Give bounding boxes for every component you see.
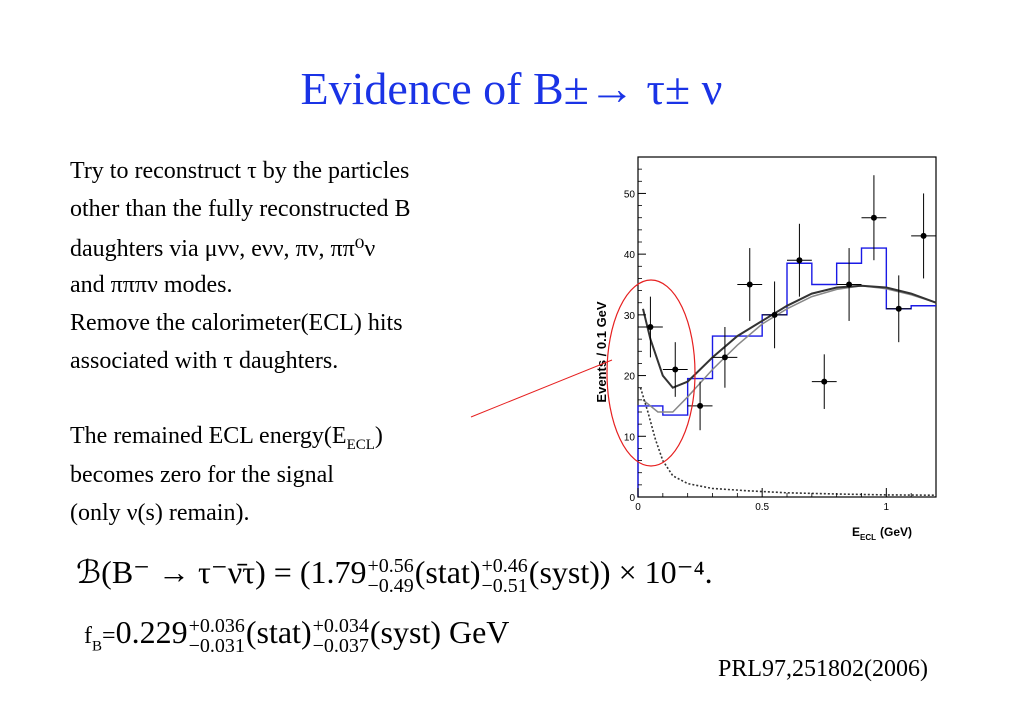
data-point [870, 214, 877, 221]
y-tick-label: 10 [624, 432, 636, 443]
x-tick-label: 0.5 [755, 502, 769, 513]
fb-eq: = [102, 623, 116, 649]
total-fit-curve [642, 284, 937, 389]
data-point [846, 281, 853, 288]
data-point [697, 402, 704, 409]
data-point [796, 257, 803, 264]
fb-prefix-sub: B [92, 638, 103, 655]
x-axis-label: EECL (GeV) [852, 525, 912, 542]
body-line: daughters via μνν, eνν, πν, ππ⁰ν [70, 236, 376, 262]
data-point [771, 311, 778, 318]
br-stat-error: +0.56 −0.49 [367, 556, 413, 596]
data-point [920, 232, 927, 239]
y-tick-label: 50 [624, 189, 636, 200]
body-line: associated with τ daughters. [70, 348, 339, 374]
fb-syst-error: +0.034 −0.037 [313, 616, 369, 656]
body-line: and πππν modes. [70, 272, 233, 298]
data-point [721, 354, 728, 361]
highlight-pointer-line [470, 359, 613, 418]
br-syst-error: +0.46 −0.51 [482, 556, 528, 596]
fb-stat-up: +0.036 [188, 614, 245, 637]
fb-stat-down: −0.031 [188, 634, 245, 657]
y-tick-label: 0 [629, 493, 635, 504]
br-lhs: ℬ(B⁻ → τ⁻ν̄τ) = (1.79 [76, 554, 367, 590]
y-tick-label: 40 [624, 250, 636, 261]
x-tick-label: 1 [884, 502, 890, 513]
plot-frame [637, 156, 937, 498]
body-line: other than the fully reconstructed B [70, 196, 411, 222]
body-line: Remove the calorimeter(ECL) hits [70, 310, 403, 336]
highlight-ellipse [606, 279, 696, 467]
fb-syst-up: +0.034 [312, 614, 369, 637]
signal-fit-curve [639, 387, 937, 496]
fb-syst-label: (syst) GeV [369, 614, 510, 650]
fb-stat-label: (stat) [245, 614, 312, 650]
fb-formula: fB=0.229 +0.036 −0.031 (stat) +0.034 −0.037 (s… [84, 614, 509, 656]
x-tick-label: 0 [635, 502, 641, 513]
body-line: becomes zero for the signal [70, 462, 334, 488]
fb-prefix: f [84, 623, 92, 649]
branching-fraction-formula: ℬ(B⁻ → τ⁻ν̄τ) = (1.79 +0.56 −0.49 (stat) +0.… [76, 553, 713, 596]
y-axis-label: Events / 0.1 GeV [594, 301, 609, 402]
data-point [821, 378, 828, 385]
reference-citation: PRL97,251802(2006) [718, 656, 928, 682]
data-point [895, 305, 902, 312]
br-stat-down: −0.49 [367, 574, 414, 597]
slide-title: Evidence of B±→ τ± ν [300, 63, 723, 114]
body-line-ecl: The remained ECL energy(EECL) [70, 423, 383, 454]
br-stat-up: +0.56 [367, 554, 414, 577]
data-point [746, 281, 753, 288]
body-line: (only ν(s) remain). [70, 500, 250, 526]
br-syst-label: (syst)) × 10⁻⁴. [528, 554, 713, 590]
fb-value: 0.229 [115, 614, 188, 650]
br-stat-label: (stat) [414, 554, 481, 590]
ecl-close: ) [374, 423, 383, 449]
fb-stat-error: +0.036 −0.031 [189, 616, 245, 656]
data-point [647, 324, 654, 330]
br-syst-up: +0.46 [481, 554, 528, 577]
fb-syst-down: −0.037 [312, 634, 369, 657]
y-tick-label: 20 [624, 372, 636, 383]
y-tick-label: 30 [624, 311, 636, 322]
ecl-subscript: ECL [346, 436, 375, 453]
body-line: Try to reconstruct τ by the particles [70, 158, 410, 184]
ecl-text: The remained ECL energy(E [70, 423, 347, 449]
br-syst-down: −0.51 [481, 574, 528, 597]
data-point [672, 366, 679, 373]
mc-histogram [637, 247, 936, 497]
